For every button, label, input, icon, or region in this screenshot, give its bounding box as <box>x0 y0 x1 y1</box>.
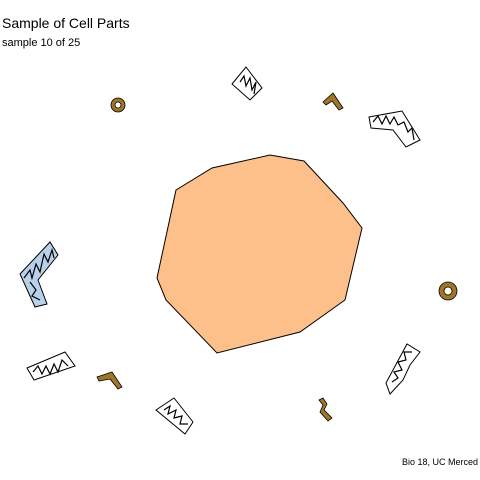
figure-subtitle: sample 10 of 25 <box>2 37 81 49</box>
mitochondrion <box>385 343 421 395</box>
ring-organelle <box>110 97 126 113</box>
golgi-fragment <box>96 371 123 390</box>
mitochondrion <box>231 66 263 101</box>
mitochondrion <box>19 241 59 308</box>
nucleus <box>156 154 363 354</box>
mitochondrion <box>26 351 76 381</box>
golgi-fragment <box>318 397 333 422</box>
golgi-fragment <box>322 92 344 111</box>
mitochondrion <box>368 110 421 148</box>
mitochondrion <box>155 397 194 435</box>
figure-caption: Bio 18, UC Merced <box>401 457 478 467</box>
ring-organelle <box>438 281 458 301</box>
figure-title: Sample of Cell Parts <box>2 15 130 31</box>
